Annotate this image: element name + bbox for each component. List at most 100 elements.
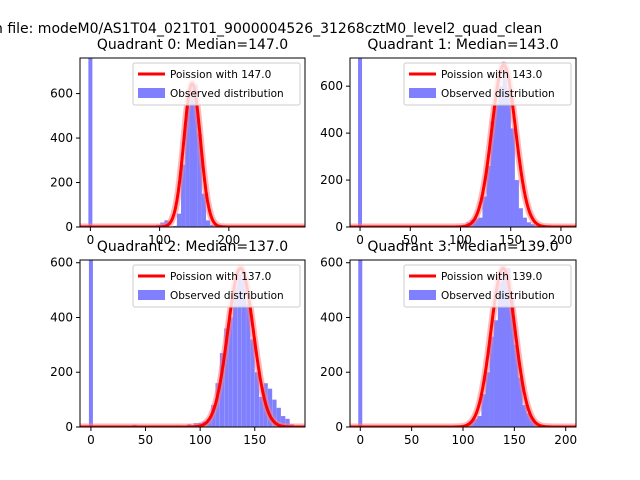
- histogram-bar: [485, 372, 490, 427]
- x-tick-label: 100: [189, 433, 212, 447]
- x-tick-label: 150: [499, 233, 522, 247]
- histogram-zero-bar: [88, 58, 93, 227]
- x-tick-label: 200: [554, 433, 577, 447]
- y-tick-label: 600: [50, 87, 73, 101]
- axes-frame: [79, 259, 306, 428]
- histogram-bar: [506, 88, 511, 227]
- x-tick-label: 100: [449, 233, 472, 247]
- histogram-bar: [197, 133, 202, 227]
- histogram-bar: [518, 208, 523, 227]
- x-tick-label: 50: [404, 433, 419, 447]
- histogram-bar: [506, 268, 511, 427]
- legend-observed-label: Observed distribution: [170, 88, 284, 100]
- y-tick-label: 400: [320, 310, 343, 324]
- histogram-bar: [474, 218, 479, 227]
- legend-box: [132, 62, 301, 106]
- y-tick-label: 0: [65, 220, 73, 234]
- histogram-zero-bar: [358, 260, 363, 427]
- y-tick-label: 0: [65, 420, 73, 434]
- histogram-bar: [189, 89, 194, 227]
- histogram-bar: [228, 317, 233, 427]
- histogram-bar: [259, 396, 264, 427]
- axes-frame: [349, 57, 577, 228]
- chart-title: Quadrant 1: Median=143.0: [367, 37, 558, 53]
- x-tick-label: 150: [503, 433, 526, 447]
- x-tick-label: 100: [148, 233, 171, 247]
- y-tick-label: 200: [320, 365, 343, 379]
- histogram-bar: [522, 217, 527, 227]
- histogram-bar: [205, 220, 211, 227]
- legend-observed-label: Observed distribution: [441, 290, 555, 302]
- histogram-bar: [185, 106, 190, 227]
- y-tick-label: 200: [50, 365, 73, 379]
- legend-poisson-label: Poission with 137.0: [170, 271, 271, 283]
- histogram-bar: [237, 273, 242, 427]
- legend-poisson-label: Poission with 139.0: [441, 271, 542, 283]
- histogram-bar: [498, 86, 503, 227]
- legend-observed-swatch: [409, 290, 436, 300]
- y-tick-label: 0: [335, 220, 343, 234]
- legend-box: [403, 62, 572, 106]
- legend-observed-label: Observed distribution: [170, 290, 284, 302]
- histogram-bar: [501, 273, 507, 427]
- legend-box: [403, 264, 572, 308]
- chart-panel-3: 0 50 100 150 200 0 200 400 600 Quadrant 3: Median…: [320, 239, 577, 447]
- legend-observed-label: Observed distribution: [441, 88, 555, 100]
- histogram-bar: [224, 328, 229, 427]
- x-tick-label: 100: [452, 433, 475, 447]
- legend-observed-swatch: [138, 88, 165, 98]
- histogram-bar: [276, 407, 281, 427]
- histogram-bar: [526, 413, 531, 427]
- chart-panel-2: 0 50 100 150 0 200 400 600 Quadrant 2: Median=13…: [50, 239, 306, 447]
- legend-observed-swatch: [409, 88, 436, 98]
- axes-frame: [79, 57, 306, 228]
- poisson-curve: [350, 266, 576, 427]
- chart-title: Quadrant 0: Median=147.0: [97, 37, 288, 53]
- x-tick-label: 0: [356, 433, 364, 447]
- x-tick-label: 200: [549, 233, 572, 247]
- histogram-bar: [477, 416, 482, 427]
- y-tick-label: 200: [50, 176, 73, 190]
- histogram-bar: [494, 104, 499, 227]
- histogram-bar: [241, 279, 246, 427]
- histogram-zero-bar: [88, 260, 93, 427]
- y-tick-label: 400: [50, 131, 73, 145]
- histogram-bar: [486, 165, 491, 227]
- chart-title: Quadrant 3: Median=139.0: [367, 239, 558, 255]
- histogram-bar: [210, 224, 215, 227]
- x-tick-label: 0: [87, 433, 95, 447]
- x-tick-label: 150: [243, 433, 266, 447]
- histogram-bar: [526, 222, 531, 227]
- histogram-bar: [493, 320, 499, 427]
- y-tick-label: 200: [320, 173, 343, 187]
- histogram-bar: [514, 180, 519, 227]
- chart-title: Quadrant 2: Median=137.0: [97, 239, 288, 255]
- histogram-bar: [481, 394, 486, 427]
- legend-box: [132, 264, 301, 308]
- y-tick-label: 0: [335, 420, 343, 434]
- histogram-bar: [176, 213, 182, 227]
- histogram-bar: [246, 303, 251, 427]
- y-tick-label: 600: [320, 79, 343, 93]
- figure-suptitle: n file: modeM0/AS1T04_021T01_9000004526_…: [0, 21, 542, 37]
- histogram-bar: [250, 339, 255, 427]
- histogram-bar: [254, 372, 260, 427]
- histogram-bar: [272, 399, 277, 427]
- histogram-bar: [490, 121, 495, 227]
- histogram-bar: [172, 225, 177, 227]
- histogram-bar: [510, 298, 515, 427]
- plot-area: [350, 260, 576, 427]
- y-tick-label: 600: [50, 256, 73, 270]
- histogram-bar: [281, 416, 286, 427]
- histogram-bar: [193, 84, 198, 227]
- histogram-bar: [530, 224, 535, 227]
- x-tick-label: 0: [356, 233, 364, 247]
- legend-poisson-label: Poission with 143.0: [441, 69, 542, 81]
- legend-poisson-label: Poission with 147.0: [170, 69, 271, 81]
- y-tick-label: 400: [50, 310, 73, 324]
- histogram-bar: [489, 336, 494, 427]
- histogram-bar: [232, 287, 238, 427]
- x-tick-label: 0: [87, 233, 95, 247]
- chart-panel-0: 0 100 200 0 200 400 600 Quadrant 0: Median=147.…: [50, 37, 306, 247]
